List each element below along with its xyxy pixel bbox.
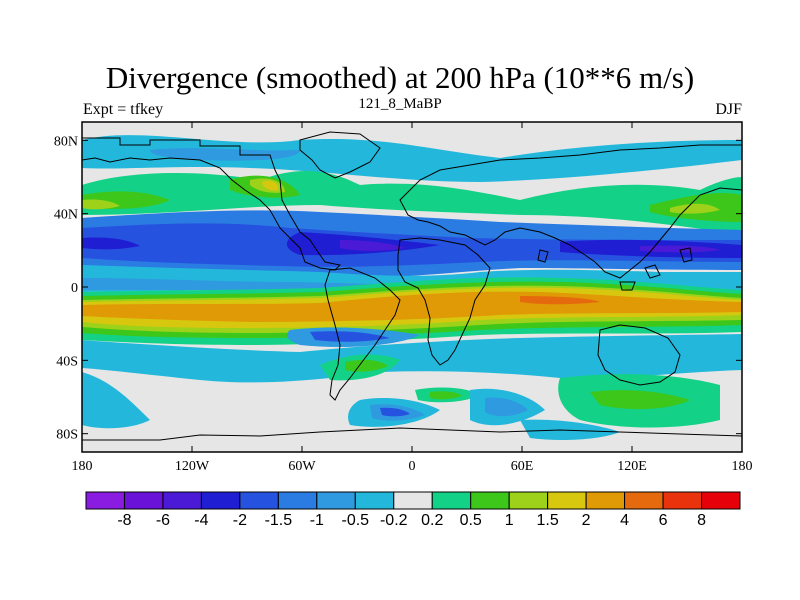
colorbar-label: 1 [505,512,514,529]
colorbar-swatch [277,491,318,510]
colorbar-swatch [624,491,664,510]
y-tick-label: 80S [56,428,78,443]
contour-region [340,240,720,253]
colorbar-swatch [585,491,626,510]
y-tick-label: 0 [71,281,78,296]
colorbar-label: -8 [117,512,131,529]
contour-region [520,296,600,305]
coastline-north-america [82,137,342,271]
colorbar-label: -1 [310,512,324,529]
colorbar-label: -0.2 [380,512,408,529]
colorbar-label: 0.2 [421,512,443,529]
colorbar-swatch [701,491,741,510]
colorbar-label: 8 [697,512,706,529]
y-tick-label: 80N [54,134,78,149]
colorbar-label: 1.5 [537,512,559,529]
colorbar-swatch [200,491,241,510]
x-tick-label: 60E [511,459,534,474]
run-label: 121_8_MaBP [358,96,442,112]
colorbar-swatch [547,491,587,510]
season-label: DJF [715,101,742,118]
map-plot-area [82,122,742,452]
contour-region [82,175,742,222]
contour-region [380,407,410,417]
coastline-antarctica [82,427,742,441]
contour-region [150,148,300,161]
coastline-australia [597,324,681,386]
contour-region [320,354,720,428]
contour-region [82,232,742,258]
map-axes: 180 120W 60W 0 60E 120E 180 80N 40N 0 40S 80S [54,122,753,474]
contour-region [82,334,742,383]
contour-region [82,372,620,440]
x-tick-label: 120E [617,459,647,474]
coastline-islands [537,247,693,291]
contour-region [370,397,528,421]
colorbar-swatch [123,491,164,510]
colorbar-swatch [508,491,549,510]
colorbar-label: 6 [659,512,668,529]
colorbar-swatch [354,491,395,510]
y-tick-label: 40N [54,208,78,223]
contour-region [310,331,390,342]
colorbar-label: -1.5 [265,512,293,529]
coastline-eurasia [399,144,742,279]
contour-region [345,359,690,410]
colorbar-label: -2 [233,512,247,529]
contour-region [262,180,279,191]
x-tick-label: 180 [732,459,753,474]
colorbar-label: -4 [194,512,208,529]
colorbar-swatch [470,491,510,510]
colorbar: -8 -6 -4 -2 -1.5 -1 -0.5 -0.2 0.2 0.5 1 1.5 2 4 6 8 [85,491,741,529]
colorbar-swatch [393,491,433,510]
coastline-south-america [324,267,401,401]
contour-region [82,135,742,182]
experiment-label: Expt = tfkey [83,101,164,118]
x-tick-label: 120W [175,459,210,474]
colorbar-label: 0.5 [460,512,482,529]
x-tick-label: 60W [288,459,316,474]
map-title: Divergence (smoothed) at 200 hPa (10**6 … [105,60,695,95]
colorbar-label: 2 [582,512,591,529]
colorbar-swatch [316,491,356,510]
colorbar-label: 4 [620,512,629,529]
y-tick-label: 40S [56,354,78,369]
colorbar-swatch [239,491,279,510]
colorbar-label: -0.5 [342,512,370,529]
colorbar-swatch [85,491,125,510]
coastline-africa [397,237,491,366]
colorbar-label: -6 [156,512,170,529]
colorbar-swatch [431,491,472,510]
coastlines [82,131,742,441]
coastline-greenland [299,131,381,179]
x-tick-label: 180 [72,459,93,474]
x-tick-label: 0 [409,459,416,474]
contour-region [420,341,742,372]
colorbar-swatch [662,491,703,510]
colorbar-swatch [162,491,202,510]
